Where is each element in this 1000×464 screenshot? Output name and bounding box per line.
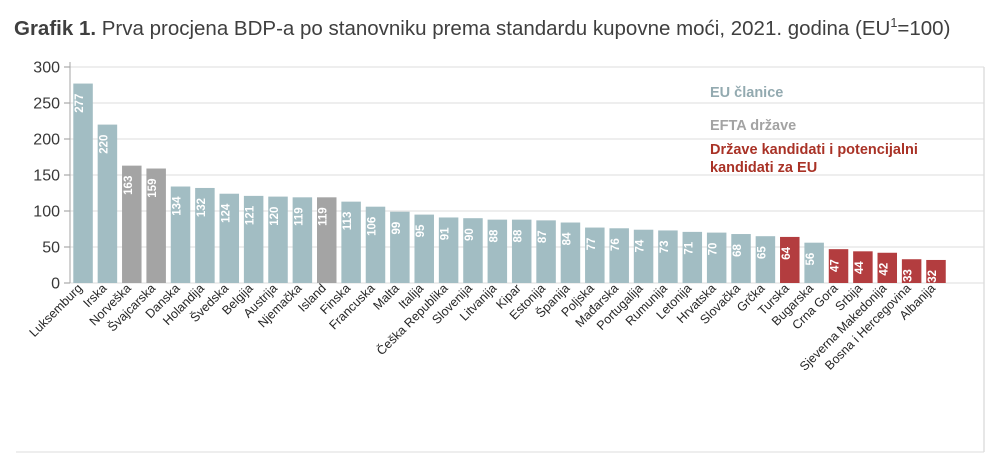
svg-text:84: 84 (561, 232, 573, 245)
svg-text:88: 88 (513, 229, 525, 242)
svg-text:124: 124 (220, 203, 232, 223)
svg-text:73: 73 (659, 240, 671, 253)
svg-text:77: 77 (586, 238, 598, 251)
svg-text:121: 121 (245, 205, 257, 225)
svg-text:132: 132 (196, 198, 208, 217)
svg-text:56: 56 (805, 253, 817, 266)
svg-text:50: 50 (42, 240, 60, 257)
svg-text:90: 90 (464, 228, 476, 241)
svg-text:113: 113 (342, 212, 354, 231)
svg-text:159: 159 (147, 179, 159, 198)
svg-text:120: 120 (269, 207, 281, 226)
svg-text:119: 119 (293, 207, 305, 226)
svg-text:220: 220 (98, 135, 110, 154)
svg-text:33: 33 (903, 269, 915, 282)
svg-text:70: 70 (708, 243, 720, 256)
svg-text:42: 42 (878, 263, 890, 276)
svg-text:250: 250 (33, 96, 60, 113)
svg-text:88: 88 (488, 229, 500, 242)
svg-text:EU članice: EU članice (710, 85, 783, 101)
svg-text:68: 68 (732, 243, 744, 256)
svg-text:99: 99 (391, 222, 403, 235)
svg-text:106: 106 (366, 217, 378, 236)
svg-text:0: 0 (51, 276, 60, 293)
svg-text:150: 150 (33, 168, 60, 185)
svg-text:300: 300 (33, 60, 60, 77)
svg-text:277: 277 (74, 94, 86, 113)
svg-text:32: 32 (927, 270, 939, 283)
svg-text:44: 44 (854, 261, 866, 274)
svg-text:76: 76 (610, 238, 622, 251)
svg-text:EFTA države: EFTA države (710, 118, 796, 134)
svg-text:95: 95 (415, 224, 427, 237)
svg-text:134: 134 (172, 196, 184, 216)
svg-text:74: 74 (635, 239, 647, 252)
svg-text:200: 200 (33, 132, 60, 149)
svg-text:64: 64 (781, 246, 793, 259)
svg-text:Države kandidati i potencijaln: Države kandidati i potencijalni (710, 142, 918, 158)
svg-text:47: 47 (830, 259, 842, 272)
svg-text:163: 163 (123, 176, 135, 195)
svg-text:91: 91 (440, 227, 452, 240)
svg-text:65: 65 (756, 246, 768, 259)
svg-text:kandidati za EU: kandidati za EU (710, 160, 817, 176)
svg-text:100: 100 (33, 204, 60, 221)
svg-text:Malta: Malta (370, 281, 402, 313)
svg-text:71: 71 (683, 241, 695, 254)
svg-text:119: 119 (318, 207, 330, 226)
svg-text:87: 87 (537, 230, 549, 243)
